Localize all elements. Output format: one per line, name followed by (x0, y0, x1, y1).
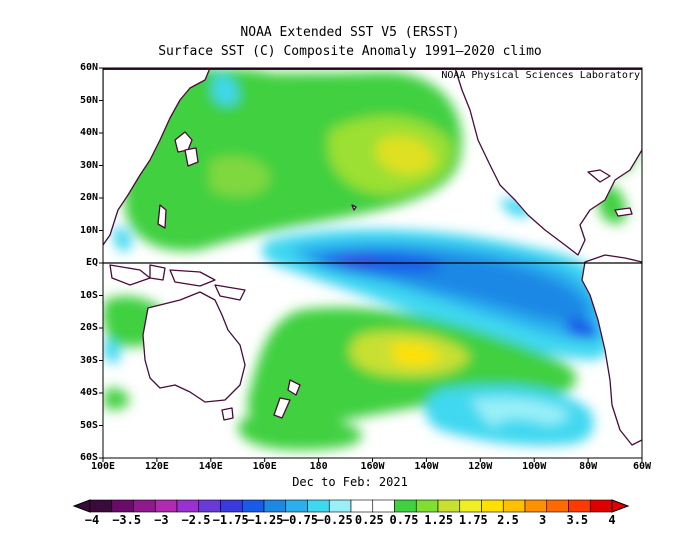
australia-landmass (142, 291, 246, 403)
latitude-label: 50S (79, 419, 98, 431)
longitude-label: 180 (309, 461, 328, 472)
longitude-label: 140W (414, 461, 439, 472)
colorbar-max-arrow (611, 499, 630, 513)
longitude-label: 100W (522, 461, 547, 472)
colorbar-label: −0.75 (281, 513, 319, 527)
colorbar-label: −4 (84, 513, 100, 527)
colorbar-label: 3 (539, 513, 547, 527)
colorbar-swatch (89, 499, 113, 513)
longitude-label: 140E (198, 461, 223, 472)
colorbar-swatch (415, 499, 439, 513)
colorbar-label: 1.75 (458, 513, 488, 527)
colorbar-label: 1.25 (424, 513, 454, 527)
colorbar-label: −3.5 (112, 513, 142, 527)
colorbar-swatch (350, 499, 374, 513)
subtitle: Surface SST (C) Composite Anomaly 1991–2… (158, 44, 542, 59)
south-america-landmass (581, 254, 642, 446)
colorbar-label: 4 (608, 513, 616, 527)
colorbar-label: −2.5 (181, 513, 211, 527)
colorbar-swatch (502, 499, 526, 513)
colorbar-swatch (524, 499, 548, 513)
colorbar-label: 0.75 (389, 513, 419, 527)
latitude-label: 10N (79, 224, 98, 236)
colorbar-label: 0.25 (354, 513, 384, 527)
latitude-label: 40N (79, 127, 98, 138)
colorbar-swatch (111, 499, 134, 513)
colorbar-swatch (133, 499, 156, 513)
colorbar-swatch (546, 499, 569, 513)
latitude-label: EQ (85, 257, 98, 268)
coastlines (103, 68, 642, 446)
credit-label: NOAA Physical Sciences Laboratory (441, 70, 640, 81)
latitude-label: 60S (79, 452, 98, 463)
title: NOAA Extended SST V5 (ERSST) (240, 25, 460, 40)
longitude-label: 60W (632, 461, 652, 472)
longitude-label: 80W (579, 461, 598, 472)
colorbar (72, 499, 630, 513)
colorbar-swatch (263, 499, 287, 513)
colorbar-min-arrow (72, 499, 91, 513)
colorbar-label: 2.5 (497, 513, 519, 527)
longitude-label: 160W (360, 461, 385, 472)
longitude-label: 160E (252, 461, 277, 472)
colorbar-swatch (437, 499, 461, 513)
colorbar-swatch (459, 499, 482, 513)
colorbar-label: −0.25 (316, 513, 353, 527)
colorbar-swatch (589, 499, 613, 513)
colorbar-swatch (394, 499, 417, 513)
colorbar-swatch (328, 499, 352, 513)
latitude-label: 30N (79, 159, 98, 171)
colorbar-label: 3.5 (566, 513, 589, 527)
latitude-label: 40S (79, 387, 98, 398)
colorbar-swatch (307, 499, 330, 513)
longitude-label: 120W (468, 461, 493, 472)
asia-landmass (103, 68, 211, 246)
colorbar-label: −3 (154, 513, 169, 527)
colorbar-swatch (241, 499, 265, 513)
colorbar-label: −1.75 (212, 513, 249, 527)
season-label: Dec to Feb: 2021 (292, 475, 408, 489)
latitude-label: 60N (79, 62, 98, 73)
latitude-label: 20S (79, 322, 98, 333)
colorbar-label: −1.25 (247, 513, 284, 527)
colorbar-swatch (154, 499, 178, 513)
north-america-landmass (454, 68, 642, 256)
latitude-label: 50N (79, 94, 98, 106)
colorbar-swatch (568, 499, 591, 513)
longitude-label: 120E (144, 461, 169, 472)
latitude-label: 10S (79, 289, 98, 301)
colorbar-swatch (285, 499, 308, 513)
longitude-label: 100E (90, 461, 116, 472)
colorbar-swatch (220, 499, 243, 513)
latitude-label: 20N (79, 192, 98, 203)
colorbar-swatch (176, 499, 200, 513)
colorbar-swatch (372, 499, 395, 513)
colorbar-swatch (198, 499, 221, 513)
colorbar-swatch (481, 499, 504, 513)
latitude-label: 30S (79, 354, 98, 366)
